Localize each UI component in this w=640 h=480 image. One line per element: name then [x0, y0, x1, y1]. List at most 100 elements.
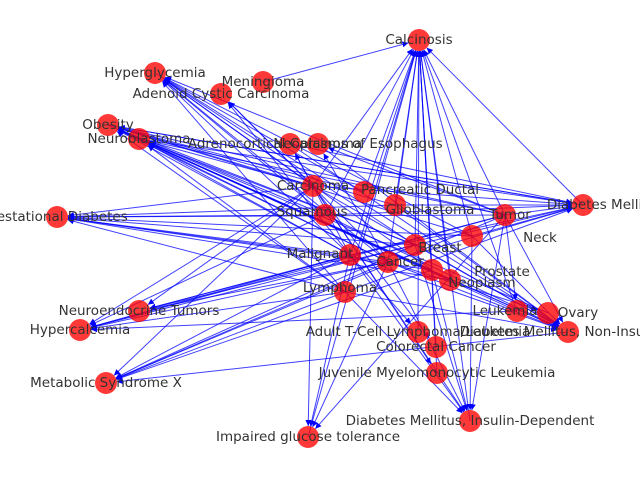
- node-breast: [404, 234, 426, 256]
- edge-malignant-to-atll: [349, 254, 412, 325]
- edge-carcinoma-to-impaired-glucose: [305, 185, 314, 427]
- edge-carcinoma-to-metabolic: [113, 185, 314, 376]
- edge-adrenal-to-dm-type2: [289, 143, 573, 205]
- node-label-dm-non-insulin: Diabetes Mellitus, Non-Insulin: [460, 324, 640, 340]
- node-label-dm-insulin-dep: Diabetes Mellitus, Insulin-Dependent: [346, 413, 595, 429]
- node-impaired-glucose: [297, 426, 319, 448]
- node-adrenal: [279, 133, 301, 155]
- node-ovary: [537, 302, 559, 324]
- edge-neck-to-dm-type2: [471, 206, 573, 237]
- node-label-metabolic: Metabolic Syndrome X: [30, 375, 182, 391]
- node-label-neuroendocrine: Neuroendocrine Tumors: [59, 303, 220, 319]
- labels-layer: Calcinosis Hyperglycemia MeningiomaAdenoid…: [0, 32, 640, 445]
- node-dm-type2: [572, 194, 594, 216]
- node-atll: [407, 321, 429, 343]
- node-hypercalcemia: [69, 319, 91, 341]
- node-malignant: [339, 244, 361, 266]
- edge-impaired-glucose-to-calcinosis: [307, 50, 418, 438]
- edge-squamous-to-dm-type2: [324, 202, 573, 216]
- edge-breast-to-neuroblastoma: [149, 142, 416, 246]
- edge-glioblastoma-to-obesity: [118, 126, 396, 206]
- node-neuroendocrine: [128, 300, 150, 322]
- edge-neck-to-dm-insulin-dep: [467, 235, 474, 411]
- edge-leukemia-to-hypercalcemia: [90, 310, 518, 333]
- edge-tumor-to-leukemia: [504, 214, 518, 301]
- node-meningioma: [252, 71, 274, 93]
- node-label-cancer: Cancer: [376, 254, 424, 270]
- edge-tumor-to-hypercalcemia: [90, 214, 506, 329]
- node-glioblastoma: [384, 194, 406, 216]
- node-label-neoplasm: Neoplasm: [448, 275, 515, 291]
- edge-breast-to-calcinosis: [414, 50, 422, 246]
- edge-tumor-to-dm-type2: [504, 204, 573, 216]
- edge-dm-non-insulin-to-metabolic: [116, 331, 569, 385]
- edge-leukemia-to-calcinosis: [421, 50, 518, 312]
- node-label-colorectal: Colorectal Cancer: [376, 339, 496, 355]
- edge-carcinoma-to-hypercalcemia: [89, 185, 314, 325]
- edge-tumor-to-neuroendocrine: [149, 214, 506, 310]
- edge-tumor-to-dm-insulin-dep: [469, 214, 506, 411]
- node-label-atll: Adult T-Cell Lymphoma/Leukemia: [306, 324, 531, 340]
- edge-prostate-to-gestational: [67, 216, 433, 271]
- node-esophagus: [307, 133, 329, 155]
- edge-malignant-to-dm-insulin-dep: [349, 254, 464, 413]
- node-label-adrenal: Adrenocortical Carcinoma: [188, 136, 362, 152]
- node-metabolic: [95, 372, 117, 394]
- edge-atll-to-calcinosis: [415, 50, 422, 333]
- edge-cancer-to-neuroendocrine: [149, 261, 389, 311]
- node-label-carcinoma: Carcinoma: [277, 178, 349, 194]
- node-label-dm-type2: Diabetes Mellitus: [547, 197, 640, 213]
- node-jmml: [426, 362, 448, 384]
- edge-neck-to-hyperglycemia: [164, 77, 473, 237]
- node-dm-insulin-dep: [459, 410, 481, 432]
- node-tumor: [494, 204, 516, 226]
- node-label-jmml: Juvenile Myelomonocytic Leukemia: [318, 365, 556, 381]
- edge-lymphoma-to-obesity: [116, 130, 346, 293]
- node-label-impaired-glucose: Impaired glucose tolerance: [216, 429, 400, 445]
- edge-cancer-to-esophagus: [323, 153, 389, 263]
- node-label-hyperglycemia: Hyperglycemia: [104, 65, 206, 81]
- nodes-layer: [46, 29, 594, 448]
- edge-lymphoma-to-hyperglycemia: [161, 80, 346, 293]
- node-calcinosis: [408, 29, 430, 51]
- edge-pancreatic-ductal-to-hyperglycemia: [164, 78, 365, 193]
- edge-breast-to-neuroendocrine: [149, 244, 416, 310]
- edge-breast-to-dm-non-insulin: [414, 244, 559, 327]
- edge-malignant-to-hyperglycemia: [162, 80, 351, 256]
- node-leukemia: [506, 300, 528, 322]
- edge-dm-insulin-dep-to-calcinosis: [418, 50, 471, 422]
- node-label-tumor: Tumor: [488, 207, 531, 223]
- node-label-neuroblastoma: Neuroblastoma: [87, 131, 190, 147]
- node-gestational: [46, 206, 68, 228]
- node-label-malignant: Malignant: [287, 246, 354, 262]
- node-obesity: [97, 114, 119, 136]
- edge-tumor-to-calcinosis: [423, 49, 506, 216]
- edge-tumor-to-neuroblastoma: [149, 139, 506, 216]
- node-label-esophagus: Neoplasms of Esophagus: [273, 136, 442, 152]
- edge-cancer-to-neuroblastoma: [148, 143, 389, 263]
- edge-obesity-to-dm-non-insulin: [107, 124, 559, 328]
- node-pancreatic-ductal: [353, 181, 375, 203]
- edge-esophagus-to-dm-non-insulin: [317, 143, 560, 326]
- node-dm-non-insulin: [557, 321, 579, 343]
- node-label-squamous: Squamous: [277, 204, 348, 220]
- node-label-breast: Breast: [418, 240, 461, 256]
- edge-glioblastoma-to-calcinosis: [394, 50, 420, 206]
- edge-cancer-to-hyperglycemia: [163, 79, 389, 263]
- edge-obesity-to-dm-type2: [107, 124, 573, 206]
- node-neoplasm: [439, 269, 461, 291]
- edge-lymphoma-to-dm-insulin-dep: [344, 291, 463, 414]
- node-neuroblastoma: [128, 128, 150, 150]
- edge-carcinoma-to-neuroendocrine: [147, 185, 314, 305]
- edge-breast-to-metabolic: [115, 244, 416, 379]
- edge-malignant-to-neuroblastoma: [148, 143, 351, 256]
- node-label-lymphoma: Lymphoma: [303, 280, 377, 296]
- edge-breast-to-gestational: [67, 215, 416, 246]
- node-label-prostate: Prostate: [474, 264, 530, 280]
- edge-lymphoma-to-hypercalcemia: [90, 291, 346, 331]
- node-label-gestational: Gestational Diabetes: [0, 209, 128, 225]
- node-neck: [461, 225, 483, 247]
- edge-carcinoma-to-gestational: [67, 185, 314, 218]
- edge-lymphoma-to-dm-non-insulin: [344, 291, 558, 332]
